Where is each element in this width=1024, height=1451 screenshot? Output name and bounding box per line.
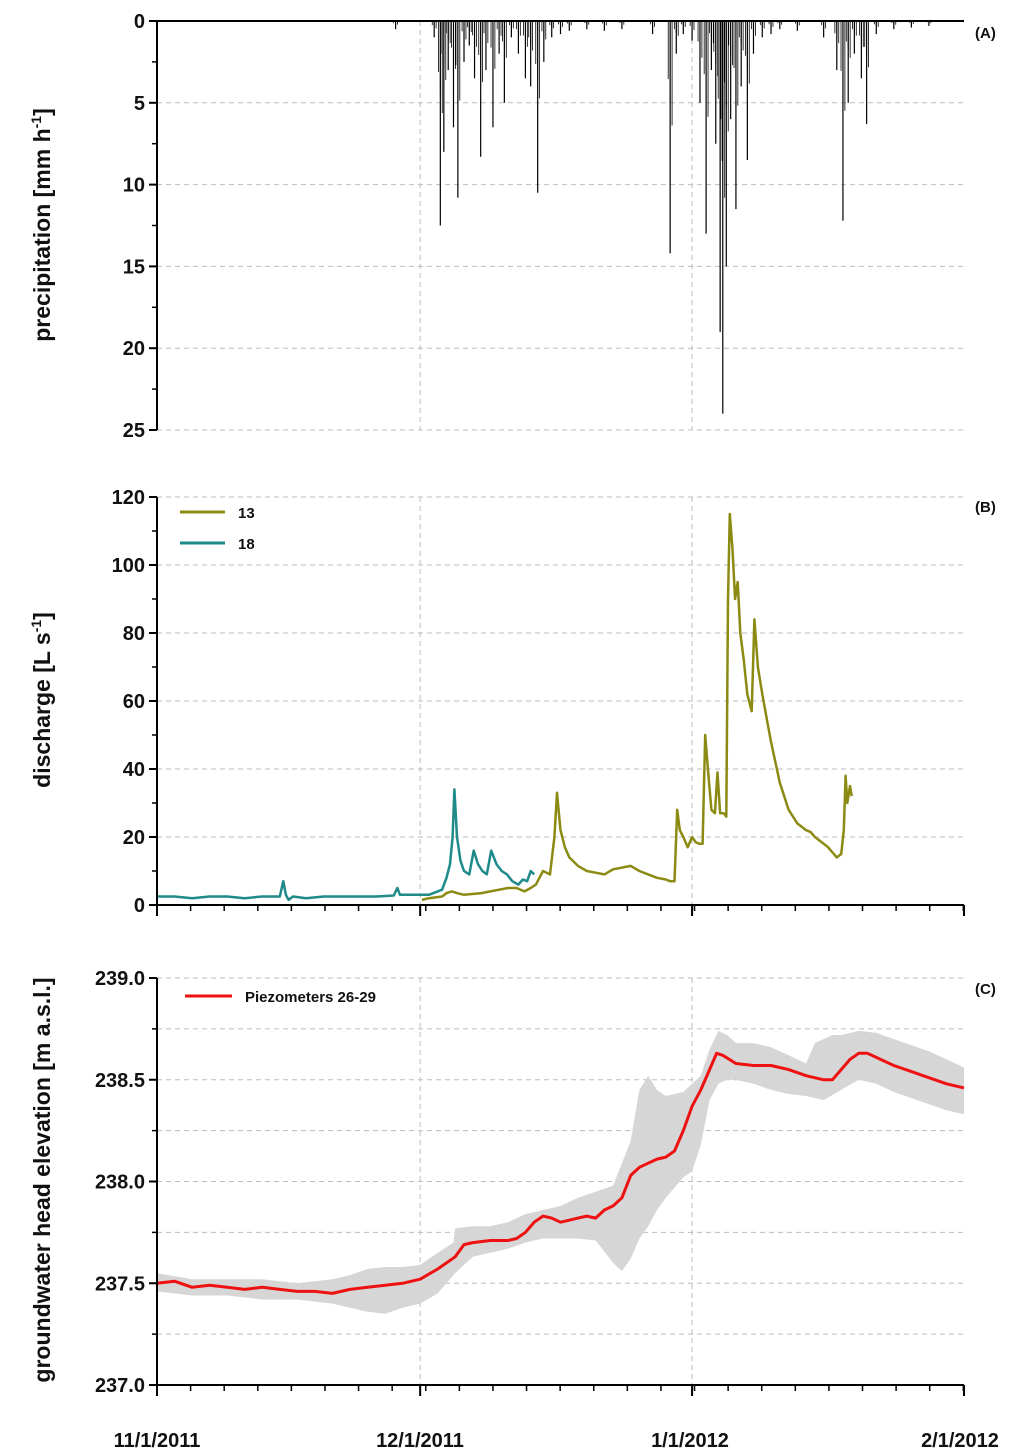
y-tick-label: 100	[112, 555, 145, 577]
discharge-series-13	[421, 512, 853, 902]
y-tick-label: 20	[123, 827, 145, 849]
legend-label-piezometers: Piezometers 26-29	[245, 989, 376, 1006]
legend-label-13: 13	[238, 505, 255, 522]
panel-a-tag: (A)	[975, 25, 996, 42]
y-tick-label: 238.0	[95, 1172, 145, 1194]
y-tick-label: 0	[134, 11, 145, 33]
y-tick-label: 60	[123, 691, 145, 713]
y-tick-label: 239.0	[95, 968, 145, 990]
x-tick-label: 11/1/2011	[114, 1430, 201, 1451]
panel-c-y-title: groundwater head elevation [m a.s.l.]	[29, 977, 55, 1382]
groundwater-range-band	[157, 1030, 964, 1314]
panel-b-y-title: discharge [L s-1]	[28, 612, 55, 788]
y-tick-label: 120	[112, 487, 145, 509]
panel-a-y-title: precipitation [mm h-1]	[28, 108, 55, 342]
y-tick-label: 80	[123, 623, 145, 645]
y-tick-label: 25	[123, 420, 145, 442]
y-tick-label: 5	[134, 93, 145, 115]
panel-c-groundwater: 237.0 237.5 238.0 238.5 239.0 (C) groundwate…	[29, 968, 996, 1397]
y-tick-label: 15	[123, 256, 145, 278]
legend-label-18: 18	[238, 536, 255, 553]
x-tick-label: 2/1/2012	[921, 1430, 999, 1451]
panel-c-legend: Piezometers 26-29	[185, 989, 376, 1006]
y-tick-label: 0	[134, 895, 145, 917]
panel-a-precipitation: 0 5 10 15 20 25 (A) precipitation [mm h-1]	[28, 11, 996, 442]
groundwater-mean-line	[156, 1051, 965, 1295]
y-tick-label: 238.5	[95, 1070, 145, 1092]
panel-c-tag: (C)	[975, 981, 996, 998]
panel-b-legend: 13 18	[180, 505, 255, 553]
panel-b-discharge: 0 20 40 60 80 100 120 (B) discharge [L s-1] 13…	[28, 487, 996, 917]
x-tick-label: 12/1/2011	[376, 1430, 464, 1451]
y-tick-label: 10	[123, 175, 145, 197]
discharge-series-18	[157, 788, 536, 902]
y-tick-label: 237.0	[95, 1375, 145, 1397]
y-tick-label: 20	[123, 338, 145, 360]
y-tick-label: 40	[123, 759, 145, 781]
x-axis-date-labels: 11/1/2011 12/1/2011 1/1/2012 2/1/2012	[114, 1430, 999, 1451]
y-tick-label: 237.5	[95, 1273, 145, 1295]
panel-b-tag: (B)	[975, 499, 996, 516]
x-tick-label: 1/1/2012	[651, 1430, 729, 1451]
